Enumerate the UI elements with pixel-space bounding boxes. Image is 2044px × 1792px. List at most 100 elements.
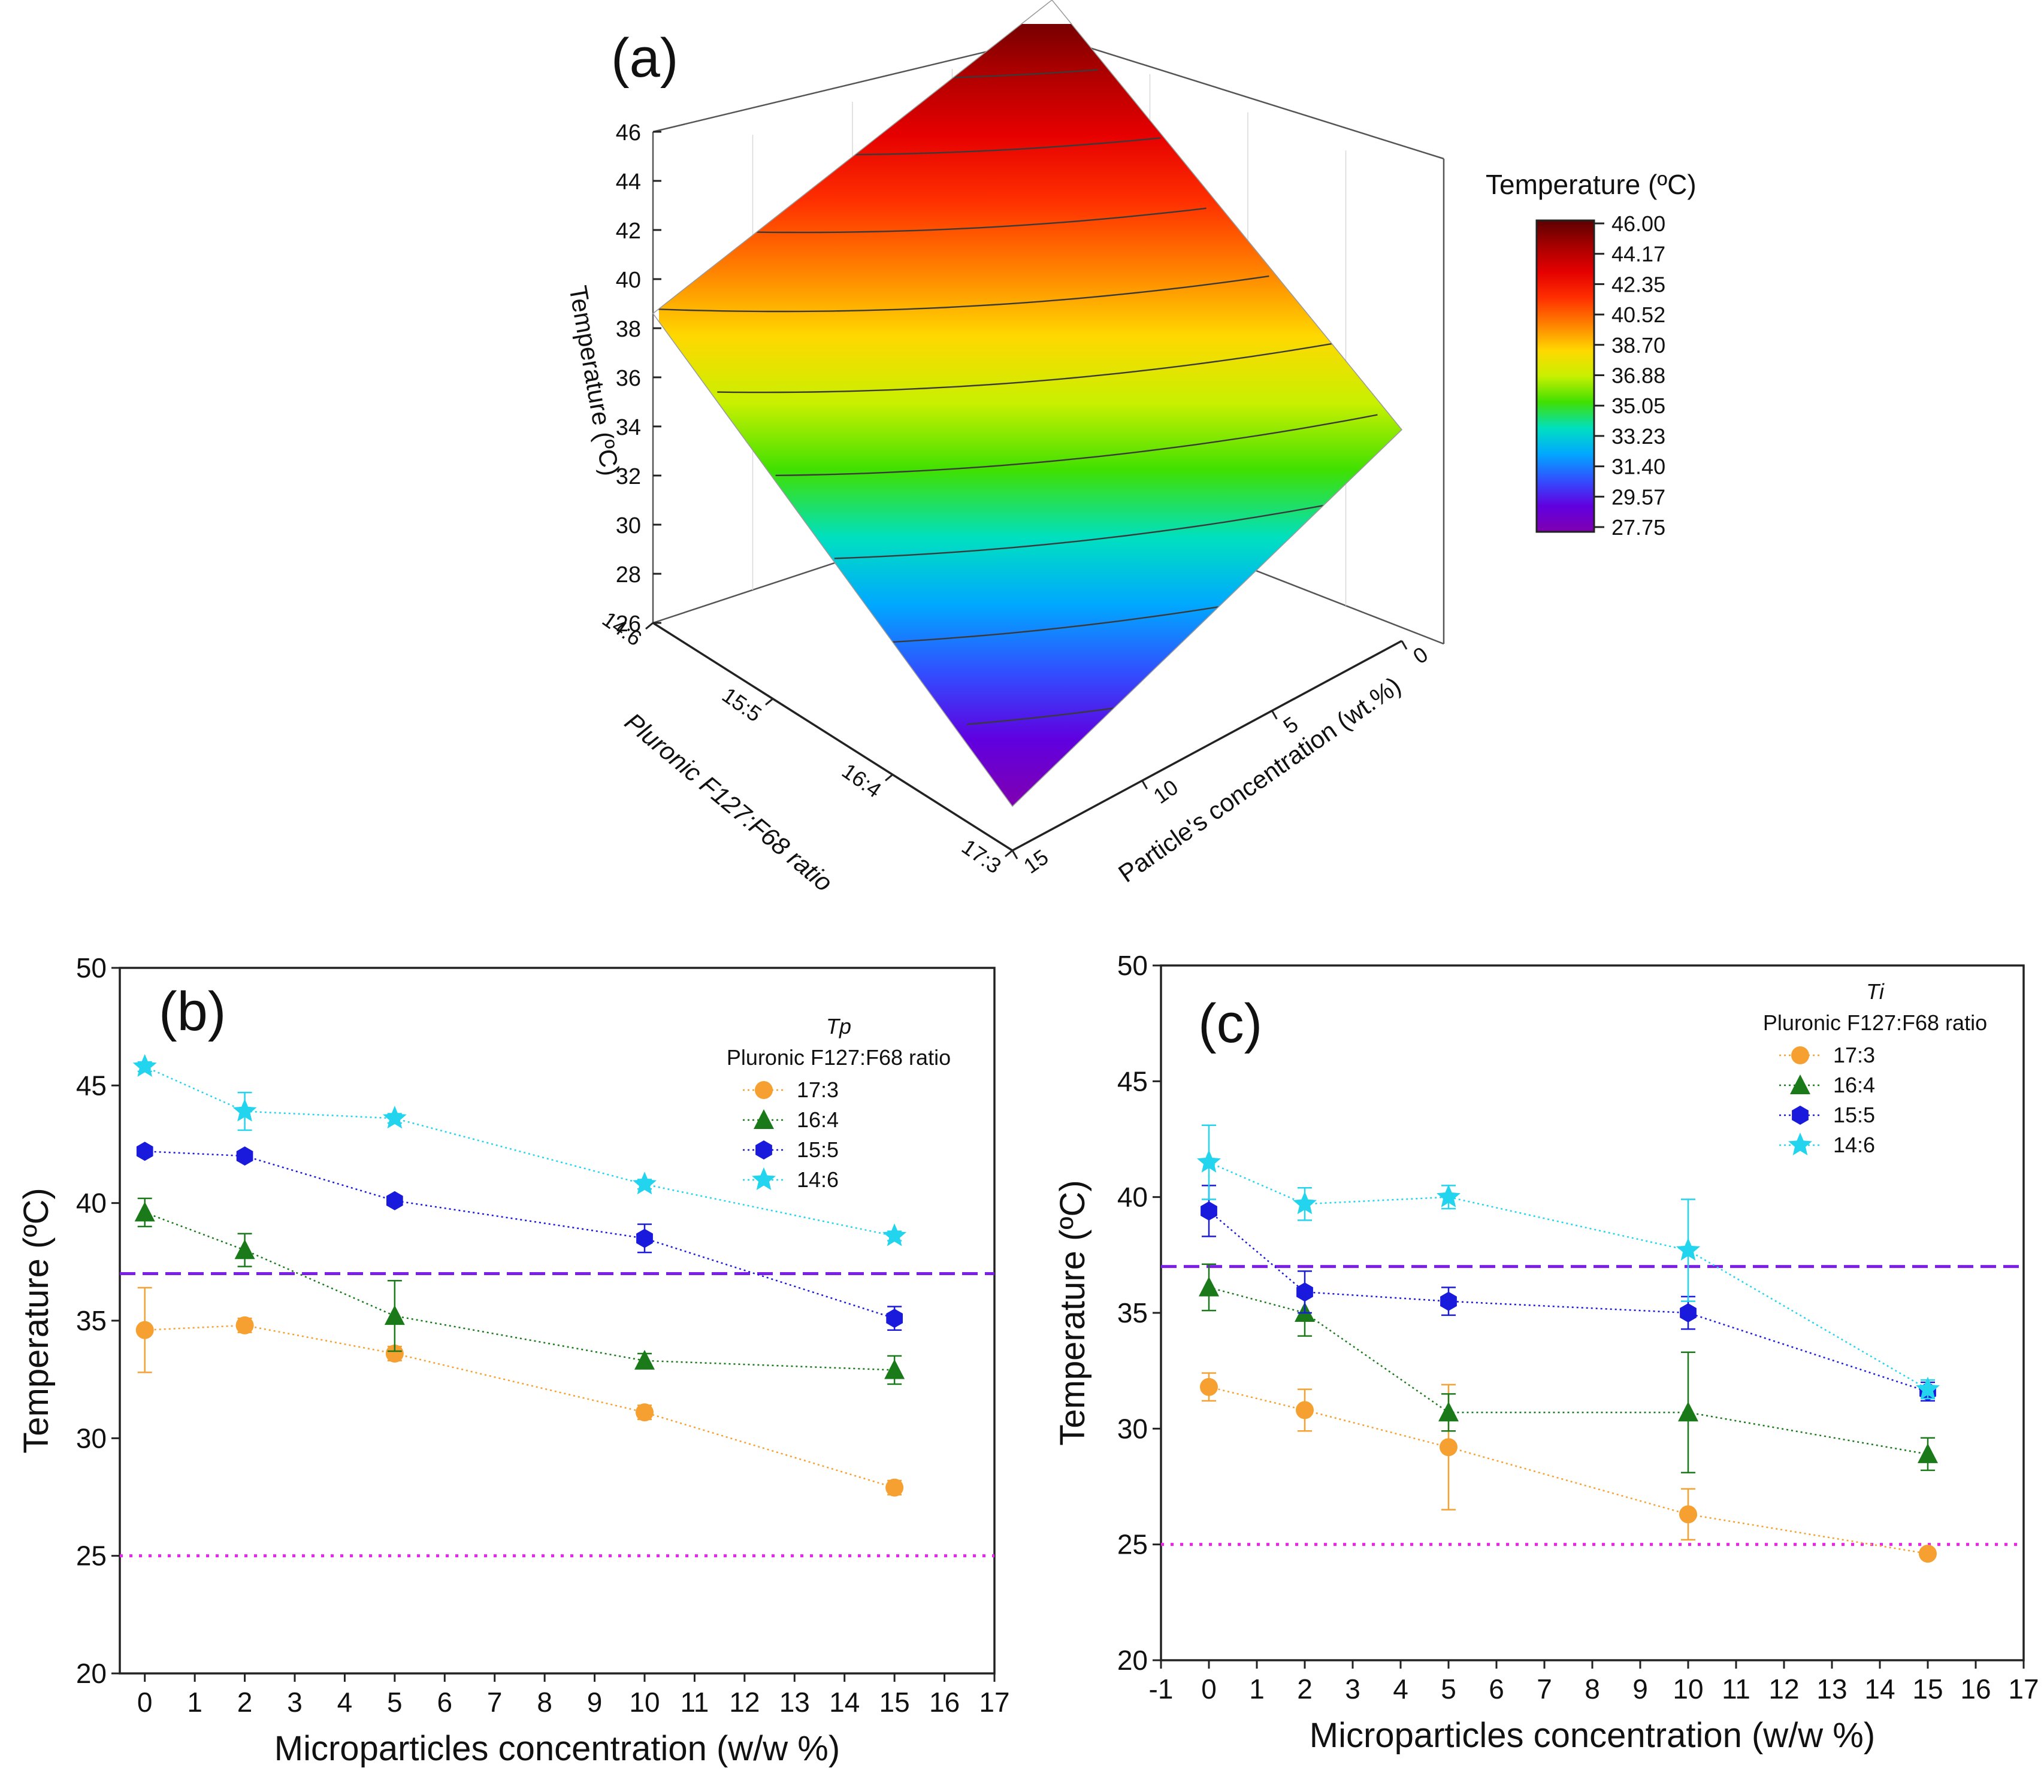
- series-line: [144, 1212, 895, 1371]
- ratio-axis-line: [652, 622, 1013, 852]
- y-tick-label: 25: [1117, 1529, 1148, 1560]
- x-tick-label: 5: [1441, 1673, 1456, 1705]
- colorbar-ticks: 46.00 44.17 42.35 40.52 38.70 36.88 35.05 33.23…: [1594, 211, 1665, 540]
- y-tick-label: 20: [76, 1658, 107, 1689]
- x-tick-label: 7: [487, 1687, 503, 1718]
- x-tick-label: 9: [587, 1687, 603, 1718]
- y-tick-label: 45: [1117, 1065, 1148, 1097]
- x-tick-label: 12: [729, 1687, 760, 1718]
- z-tick-label: 26: [616, 612, 641, 637]
- x-tick-label: 9: [1632, 1673, 1648, 1705]
- data-point-star: [382, 1106, 407, 1129]
- x-axis-title: Microparticles concentration (w/w %): [274, 1729, 840, 1768]
- data-point-hexagon: [1680, 1303, 1697, 1322]
- z-tick-label: 32: [616, 464, 641, 489]
- series-line: [1208, 1210, 1928, 1393]
- z-tick-label: 42: [616, 219, 641, 244]
- data-point-triangle: [634, 1349, 655, 1370]
- ratio-tick-mark: [645, 622, 654, 630]
- y-tick-label: 50: [76, 952, 107, 983]
- data-point-hexagon: [236, 1146, 253, 1166]
- colorbar-tick-label: 27.75: [1611, 515, 1665, 540]
- x-tick-label: 8: [537, 1687, 552, 1718]
- colorbar-tick-label: 44.17: [1611, 242, 1665, 267]
- x-tick-label: 14: [1864, 1673, 1895, 1705]
- data-point-triangle: [1678, 1401, 1698, 1422]
- z-tick-label: 46: [616, 120, 641, 146]
- series-17-3: [135, 1287, 904, 1497]
- data-point-star: [1437, 1184, 1461, 1207]
- x-tick-label: 2: [1297, 1673, 1313, 1705]
- x-tick-label: -1: [1149, 1673, 1174, 1705]
- colorbar-title: Temperature (ºC): [1486, 169, 1697, 200]
- y-tick-label: 45: [76, 1070, 107, 1101]
- data-point-star: [1916, 1376, 1940, 1400]
- legend-label: 17:3: [1833, 1043, 1875, 1067]
- data-point-star: [1676, 1237, 1700, 1261]
- legend-title-italic: Ti: [1866, 979, 1885, 1004]
- x-tick-label: 12: [1768, 1673, 1799, 1705]
- series-17-3: [1200, 1372, 1937, 1563]
- data-point-circle: [636, 1403, 654, 1422]
- colorbar-tick-label: 38.70: [1611, 333, 1665, 358]
- series-15-5: [1201, 1185, 1936, 1402]
- data-point-circle: [1919, 1545, 1937, 1563]
- ratio-tick-mark: [1005, 849, 1013, 858]
- x-tick-label: 17: [2008, 1673, 2039, 1705]
- contour-line-9: [967, 707, 1114, 725]
- x-tick-label: 0: [137, 1687, 153, 1718]
- panel-a-3d-surface: (a) 26 28 30 32 34 36 38 40 42 44 46 Temperature (…: [564, 0, 1697, 897]
- legend: Tp Pluronic F127:F68 ratio 17:3 16:4 15:5 14:…: [727, 1014, 951, 1192]
- concentration-axis-line: [1012, 640, 1402, 852]
- legend-marker-circle: [1791, 1046, 1809, 1064]
- data-point-circle: [885, 1478, 904, 1497]
- z-tick-label: 30: [616, 513, 641, 538]
- panel-a-label: (a): [611, 28, 678, 89]
- z-tick-label: 34: [616, 415, 641, 440]
- legend-title: Pluronic F127:F68 ratio: [1763, 1010, 1987, 1035]
- data-point-star: [882, 1223, 907, 1246]
- concentration-tick-mark: [1011, 850, 1018, 859]
- x-tick-label: 3: [1345, 1673, 1360, 1705]
- z-tick-label: 40: [616, 268, 641, 293]
- panel-label: (c): [1198, 993, 1262, 1054]
- panel-label: (b): [159, 981, 226, 1042]
- data-point-hexagon: [636, 1228, 653, 1248]
- data-point-circle: [235, 1316, 254, 1334]
- y-tick-label: 35: [76, 1305, 107, 1336]
- legend-label: 15:5: [797, 1137, 839, 1162]
- box-back-edge-top-right: [1051, 35, 1444, 160]
- y-axis-title: Temperature (ºC): [17, 1188, 56, 1453]
- x-tick-label: 11: [681, 1687, 709, 1718]
- x-tick-label: 16: [929, 1687, 960, 1718]
- series-line: [144, 1324, 895, 1488]
- z-tick-label: 36: [616, 366, 641, 391]
- data-point-hexagon: [136, 1142, 153, 1161]
- legend-marker-star: [1788, 1133, 1812, 1155]
- contour-line-8: [892, 606, 1219, 643]
- contour-line-3: [756, 207, 1207, 234]
- data-point-star: [132, 1054, 157, 1077]
- series-15-5: [136, 1142, 903, 1331]
- colorbar-tick-label: 40.52: [1611, 302, 1665, 327]
- y-tick-label: 40: [1117, 1182, 1148, 1213]
- series-16-4: [1199, 1263, 1938, 1474]
- colorbar: Temperature (ºC) 46.00 44.17 42.35 40.52 38.…: [1486, 169, 1697, 540]
- concentration-axis-title: Particle's concentration (wt.%): [1113, 671, 1406, 888]
- data-point-circle: [385, 1344, 404, 1363]
- x-tick-label: 15: [879, 1687, 910, 1718]
- legend: Ti Pluronic F127:F68 ratio 17:3 16:4 15:5 14:…: [1763, 979, 1987, 1157]
- legend-title-italic: Tp: [826, 1014, 851, 1039]
- colorbar-tick-label: 31.40: [1611, 455, 1665, 479]
- x-tick-label: 17: [979, 1687, 1009, 1718]
- x-tick-label: 14: [829, 1687, 860, 1718]
- series-line: [1208, 1161, 1928, 1390]
- y-tick-label: 50: [1117, 950, 1148, 981]
- data-point-circle: [1679, 1505, 1697, 1524]
- data-point-hexagon: [1296, 1282, 1313, 1302]
- data-point-star: [232, 1098, 257, 1122]
- legend-label: 17:3: [797, 1077, 839, 1102]
- legend-marker-star: [752, 1167, 776, 1190]
